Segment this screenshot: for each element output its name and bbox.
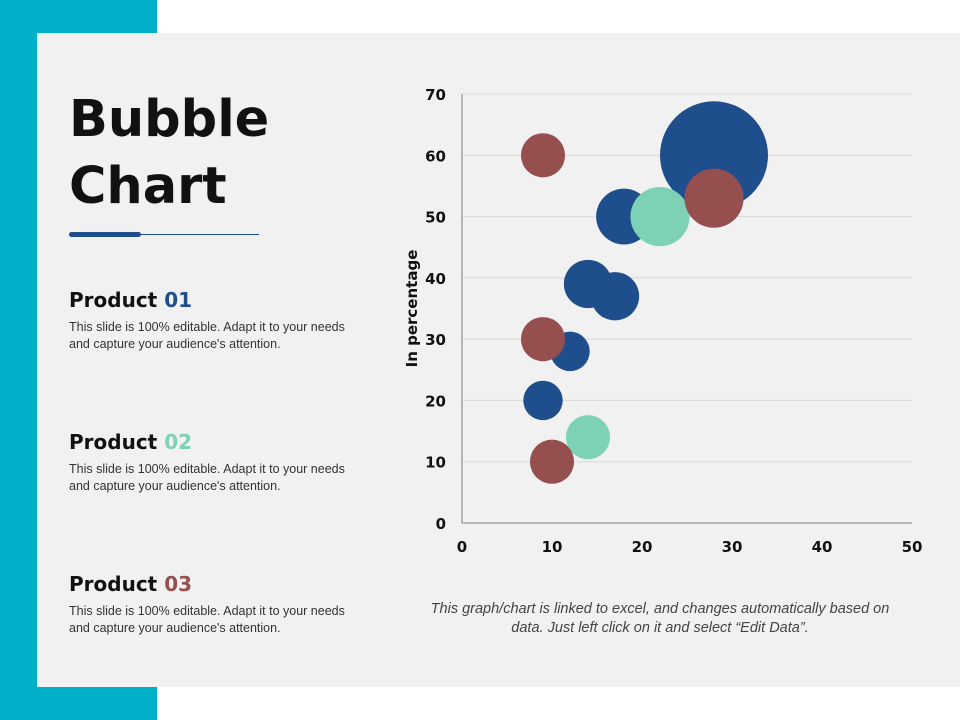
bubble-series1-point6 [523,380,563,421]
product-block-3: Product 03 This slide is 100% editable. … [69,571,369,636]
title-line-1: Bubble [69,90,270,149]
product-name-3: Product [69,572,158,596]
y-tick-label-10: 10 [425,454,446,472]
product-block-1: Product 01 This slide is 100% editable. … [69,287,369,352]
product-number-3: 03 [164,572,193,596]
x-tick-label-50: 50 [902,538,923,556]
bubble-series1-point4 [590,272,640,321]
chart-caption: This graph/chart is linked to excel, and… [430,601,890,636]
x-tick-label-30: 30 [722,538,743,556]
product-desc-3: This slide is 100% editable. Adapt it to… [69,604,345,635]
bubble-series2-point2 [565,415,611,460]
title-underline [69,234,259,235]
product-number-2: 02 [164,430,193,454]
bubble-series3-point3 [520,317,566,362]
bubble-series2-point1 [630,186,690,247]
x-tick-label-20: 20 [632,538,653,556]
content-panel [37,33,960,687]
y-tick-label-20: 20 [425,392,446,410]
bubble-series3-point2 [684,168,744,228]
y-tick-label-60: 60 [425,147,446,165]
bubble-series3-point1 [520,133,566,178]
title-line-2: Chart [69,157,227,216]
title-underline-accent [69,232,141,237]
x-tick-label-10: 10 [542,538,563,556]
product-name-2: Product [69,430,158,454]
product-name-1: Product [69,288,158,312]
product-number-1: 01 [164,288,193,312]
y-tick-label-50: 50 [425,209,446,227]
product-desc-1: This slide is 100% editable. Adapt it to… [69,320,345,351]
x-tick-label-0: 0 [457,538,467,556]
product-desc-2: This slide is 100% editable. Adapt it to… [69,462,345,493]
x-tick-label-40: 40 [812,538,833,556]
y-tick-label-0: 0 [436,515,446,533]
product-heading-3: Product 03 [69,571,369,597]
slide-title: Bubble Chart [69,86,369,220]
product-heading-1: Product 01 [69,287,369,313]
product-block-2: Product 02 This slide is 100% editable. … [69,429,369,494]
y-tick-label-70: 70 [425,86,446,104]
bubble-series3-point4 [529,439,575,484]
y-tick-label-30: 30 [425,331,446,349]
y-tick-label-40: 40 [425,270,446,288]
bubble-series1-point1 [660,101,768,210]
product-heading-2: Product 02 [69,429,369,455]
bubble-chart: 0 10 20 30 40 50 60 70 0 10 20 30 40 50 In percentage [403,86,923,556]
y-axis-label: In percentage [403,250,421,368]
